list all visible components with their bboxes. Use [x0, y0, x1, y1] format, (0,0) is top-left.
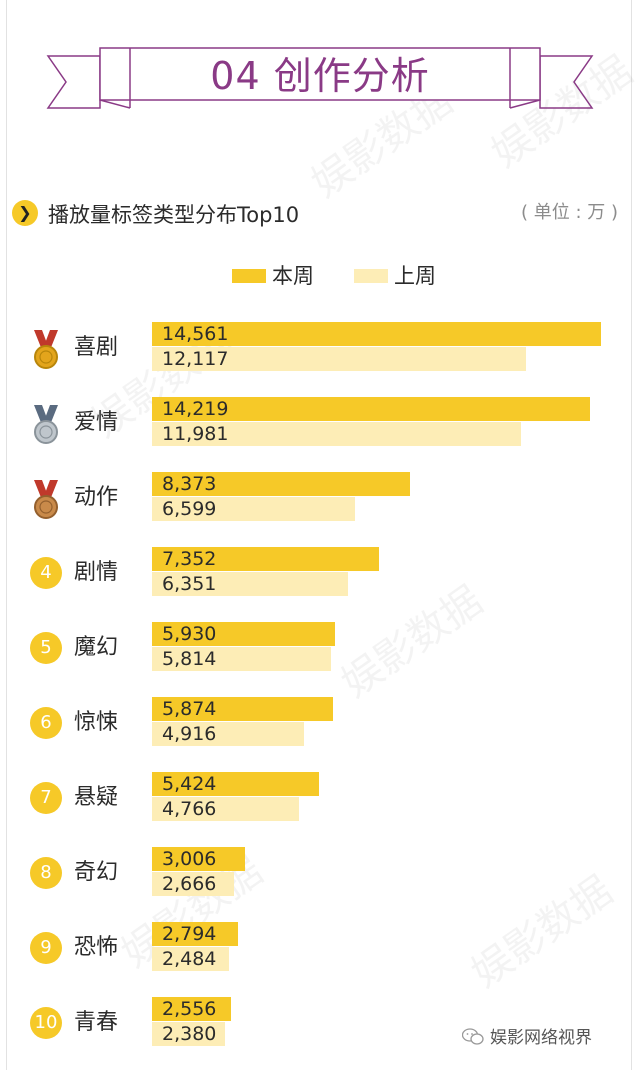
banner-ribbon: [46, 47, 594, 109]
rank-badge: 10: [30, 1007, 62, 1039]
gold-medal-icon: [34, 330, 58, 369]
category-label: 动作: [74, 485, 119, 510]
value-label-previous-week: 6,599: [162, 498, 217, 520]
chart-row: 爱情 14,219 11,981: [0, 397, 640, 449]
bar-previous-week: [152, 872, 234, 896]
bar-previous-week: [152, 347, 526, 371]
value-label-current-week: 3,006: [162, 848, 217, 870]
value-label-previous-week: 4,766: [162, 798, 217, 820]
bar-previous-week: [152, 572, 348, 596]
category-label: 恐怖: [74, 935, 119, 960]
value-label-previous-week: 6,351: [162, 573, 217, 595]
value-label-previous-week: 4,916: [162, 723, 217, 745]
legend-label-previous: 上周: [394, 264, 436, 288]
bar-current-week: [152, 547, 379, 571]
category-label: 爱情: [74, 410, 119, 435]
bar-previous-week: [152, 497, 355, 521]
category-label: 悬疑: [74, 785, 119, 810]
unit-label: ( 单位 : 万 ): [521, 202, 618, 223]
bar-current-week: [152, 997, 231, 1021]
wechat-icon: [462, 1028, 484, 1045]
footer-text: 娱影网络视界: [490, 1028, 592, 1048]
value-label-current-week: 14,561: [162, 323, 229, 345]
value-label-previous-week: 2,484: [162, 948, 217, 970]
bar-current-week: [152, 322, 601, 346]
rank-badge: 8: [30, 857, 62, 889]
value-label-previous-week: 5,814: [162, 648, 217, 670]
chart-row: 动作 8,373 6,599: [0, 472, 640, 524]
value-label-current-week: 2,794: [162, 923, 217, 945]
rank-badge: 9: [30, 932, 62, 964]
rank-badge: 7: [30, 782, 62, 814]
chevron-right-icon: ❯: [12, 200, 38, 226]
section-header: ❯ 播放量标签类型分布Top10 ( 单位 : 万 ): [12, 196, 628, 230]
bar-previous-week: [152, 797, 299, 821]
chart-legend: 本周 上周: [0, 262, 640, 290]
value-label-previous-week: 2,380: [162, 1023, 217, 1045]
chart-title: 播放量标签类型分布Top10: [48, 203, 300, 227]
category-label: 青春: [74, 1010, 119, 1035]
value-label-current-week: 5,424: [162, 773, 217, 795]
category-label: 剧情: [74, 560, 119, 585]
silver-medal-icon: [34, 405, 58, 444]
bar-current-week: [152, 697, 333, 721]
page-frame: [6, 0, 632, 1070]
bronze-medal-icon: [34, 480, 58, 519]
value-label-previous-week: 2,666: [162, 873, 217, 895]
bar-previous-week: [152, 422, 521, 446]
chart-row: 10 青春 2,556 2,380: [0, 997, 640, 1049]
banner-title: 04 创作分析: [210, 54, 430, 98]
chart-row: 7 悬疑 5,424 4,766: [0, 772, 640, 824]
rank-badge: 5: [30, 632, 62, 664]
bar-previous-week: [152, 947, 229, 971]
chart-row: 5 魔幻 5,930 5,814: [0, 622, 640, 674]
rank-badge: 6: [30, 707, 62, 739]
value-label-previous-week: 11,981: [162, 423, 229, 445]
value-label-current-week: 5,874: [162, 698, 217, 720]
rank-badge: 4: [30, 557, 62, 589]
category-label: 惊悚: [74, 710, 119, 735]
chart-row: 4 剧情 7,352 6,351: [0, 547, 640, 599]
bar-current-week: [152, 397, 590, 421]
chart-row: 6 惊悚 5,874 4,916: [0, 697, 640, 749]
category-label: 魔幻: [74, 635, 119, 660]
bar-current-week: [152, 922, 238, 946]
value-label-current-week: 7,352: [162, 548, 217, 570]
chart-row: 9 恐怖 2,794 2,484: [0, 922, 640, 974]
legend-label-current: 本周: [272, 264, 314, 288]
legend-swatch-current: [232, 269, 266, 283]
value-label-current-week: 2,556: [162, 998, 217, 1020]
value-label-current-week: 14,219: [162, 398, 229, 420]
bar-previous-week: [152, 647, 331, 671]
category-label: 奇幻: [74, 860, 119, 885]
footer-brand: 娱影网络视界: [462, 1024, 622, 1052]
chart-row: 喜剧 14,561 12,117: [0, 322, 640, 374]
bar-current-week: [152, 622, 335, 646]
value-label-current-week: 8,373: [162, 473, 217, 495]
category-label: 喜剧: [74, 335, 119, 360]
bar-previous-week: [152, 1022, 225, 1046]
legend-swatch-previous: [354, 269, 388, 283]
value-label-previous-week: 12,117: [162, 348, 229, 370]
value-label-current-week: 5,930: [162, 623, 217, 645]
bar-previous-week: [152, 722, 304, 746]
chart-row: 8 奇幻 3,006 2,666: [0, 847, 640, 899]
bar-current-week: [152, 847, 245, 871]
bar-current-week: [152, 772, 319, 796]
bar-current-week: [152, 472, 410, 496]
